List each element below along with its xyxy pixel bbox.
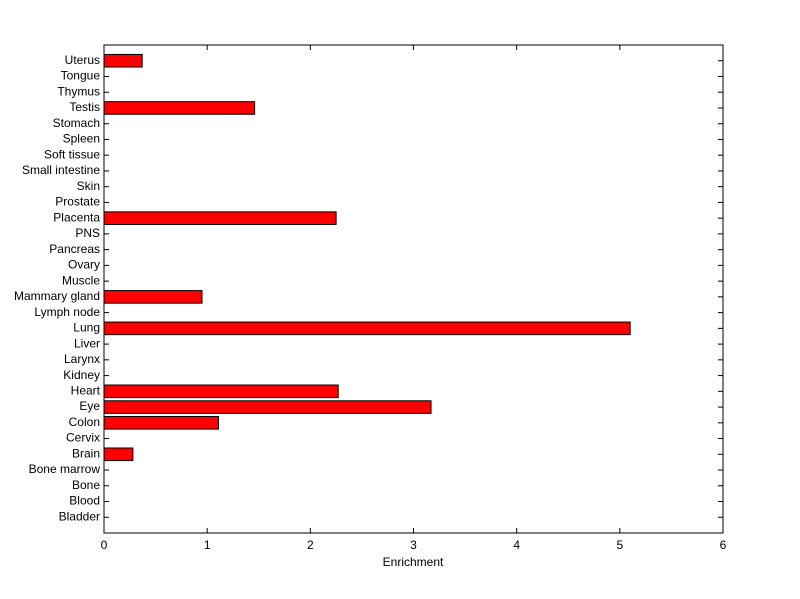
y-tick-label: Small intestine (22, 163, 100, 177)
x-tick-label: 4 (513, 538, 520, 552)
x-tick-label: 6 (720, 538, 727, 552)
y-tick-label: Colon (69, 415, 100, 429)
bar (103, 53, 143, 68)
y-tick-label: Soft tissue (44, 147, 100, 161)
bar (103, 384, 339, 399)
y-tick-label: Blood (69, 494, 100, 508)
y-tick-label: Brain (72, 446, 100, 460)
bar (103, 416, 220, 430)
x-tick-label: 1 (204, 538, 211, 552)
x-tick-label: 3 (410, 538, 417, 552)
y-tick-label: PNS (75, 226, 100, 240)
bar (103, 290, 203, 304)
y-tick-label: Placenta (53, 210, 100, 224)
bar (103, 321, 631, 336)
y-tick-label: Ovary (68, 258, 100, 272)
y-tick-label: Liver (74, 336, 100, 350)
x-tick-label: 2 (307, 538, 314, 552)
x-axis-label: Enrichment (383, 555, 444, 569)
y-tick-label: Spleen (63, 132, 100, 146)
plot-area (103, 44, 724, 534)
y-tick-label: Cervix (66, 431, 100, 445)
y-tick-label: Prostate (55, 195, 100, 209)
bar (103, 211, 337, 225)
y-tick-label: Eye (79, 399, 100, 413)
y-tick-label: Tongue (61, 69, 101, 83)
y-tick-label: Skin (77, 179, 100, 193)
bar (103, 447, 134, 462)
y-tick-label: Pancreas (49, 242, 100, 256)
bar (103, 400, 432, 414)
y-tick-label: Muscle (62, 273, 100, 287)
bar (103, 101, 256, 115)
y-tick-label: Larynx (64, 352, 100, 366)
y-tick-label: Uterus (65, 53, 100, 67)
y-tick-label: Lung (73, 321, 100, 335)
y-tick-label: Kidney (63, 368, 100, 382)
y-tick-label: Bone marrow (29, 462, 101, 476)
y-tick-label: Mammary gland (14, 289, 100, 303)
y-tick-label: Bone (72, 478, 100, 492)
y-tick-label: Bladder (59, 509, 100, 523)
y-tick-label: Stomach (53, 116, 100, 130)
x-tick-label: 0 (101, 538, 108, 552)
y-tick-label: Heart (71, 383, 101, 397)
y-tick-label: Thymus (57, 84, 100, 98)
x-tick-label: 5 (616, 538, 623, 552)
y-tick-label: Lymph node (34, 305, 100, 319)
y-tick-label: Testis (69, 100, 100, 114)
